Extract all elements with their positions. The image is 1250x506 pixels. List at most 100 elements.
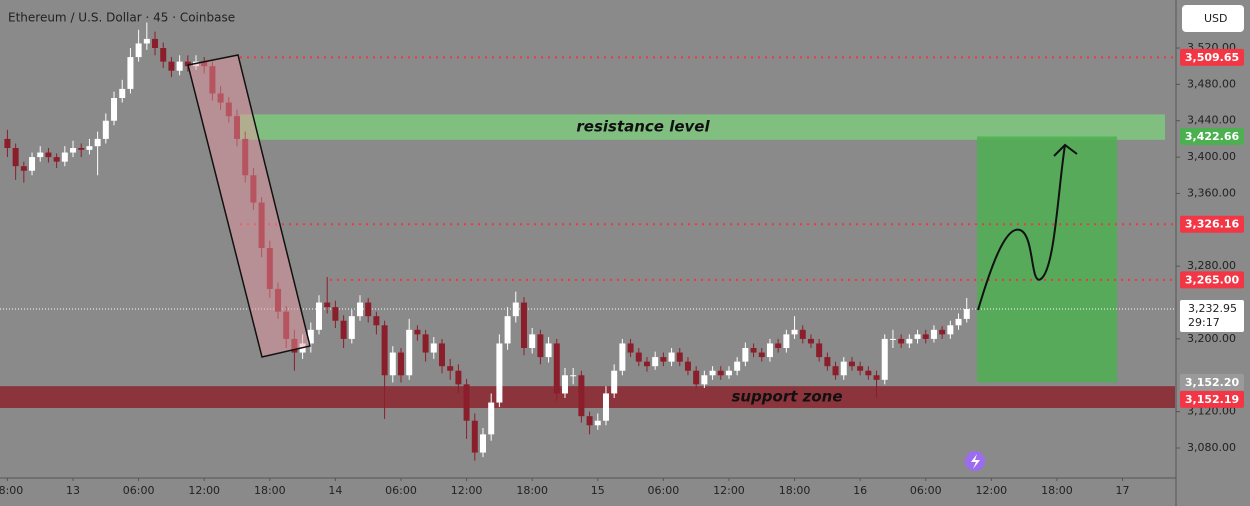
candle-body [578,375,585,417]
candle-body [463,384,470,421]
candle-body [225,102,232,117]
target-tag [1180,127,1244,145]
candle-body [20,166,27,171]
y-tick-label: 3,360.00 [1187,186,1236,199]
candle-body [266,248,273,289]
candle-body [45,152,52,158]
candle-body [750,348,757,353]
candle-body [832,366,839,376]
candle-body [78,148,85,150]
chart-title: Ethereum / U.S. Dollar · 45 · Coinbase [8,11,235,25]
candle-body [283,311,290,339]
x-tick-label: 13 [66,484,80,497]
candle-body [643,361,650,367]
candle-body [906,338,913,344]
candle-body [37,152,44,158]
currency-label[interactable]: USD [1204,12,1228,25]
candle-body [537,334,544,358]
candle-body [848,361,855,367]
candle-body [307,329,314,344]
zone [0,386,1175,408]
candle-body [922,334,929,339]
candle-body [742,348,749,362]
candle-body [504,316,511,344]
candle-body [176,61,183,71]
candle-body [488,402,495,435]
candle-body [127,57,134,89]
candle-body [389,352,396,376]
candle-body [152,38,159,48]
support-tag-label: 3,152.19 [1185,393,1239,406]
candle-body [627,343,634,353]
bolt [971,454,980,469]
candle-body [930,329,937,339]
candle-body [693,370,700,385]
candle-body [53,157,60,162]
candle-body [619,343,626,371]
candle-body [242,138,249,176]
candle-body [447,366,454,371]
candle-body [340,320,347,339]
candles [4,22,970,461]
x-tick-label: 06:00 [648,484,680,497]
y-tick-label: 3,080.00 [1187,441,1236,454]
candle-body [381,325,388,376]
x-tick-label: 12:00 [451,484,483,497]
candle-body [857,366,864,371]
level-tag-label: 3,326.16 [1185,218,1240,231]
candle-body [86,146,93,150]
candle-body [668,352,675,362]
x-tick-label: 12:00 [188,484,220,497]
candle-body [324,302,331,308]
candle-body [438,343,445,367]
candle-body [594,420,601,426]
candle-body [373,316,380,326]
candle-body [512,302,519,317]
y-tick-label: 3,280.00 [1187,259,1236,272]
candle-body [275,288,282,312]
candle-body [201,61,208,67]
candle-body [963,308,970,319]
candle-body [947,325,954,335]
entry-tag-label: 3,152.20 [1185,376,1240,389]
zone-label: resistance level [576,118,710,136]
candle-body [955,318,962,326]
candle-body [717,370,724,376]
candle-body [471,420,478,453]
candle-body [816,343,823,358]
candle-body [455,370,462,385]
candle-body [611,370,618,394]
candle-body [406,329,413,376]
candle-body [332,307,339,321]
level-tag [1180,271,1244,289]
candle-body [783,334,790,348]
x-tick-label: 18:00 [779,484,811,497]
candle-body [422,334,429,353]
candle-body [660,357,667,362]
target-tag-label: 3,422.66 [1185,130,1240,143]
zone [240,114,1165,140]
candle-body [414,329,421,335]
y-tick-label: 3,480.00 [1187,77,1236,90]
candle-body [684,361,691,371]
candle-body [725,370,732,376]
candle-body [807,338,814,344]
x-tick-label: 18:00 [1041,484,1073,497]
x-tick-label: 17 [1116,484,1130,497]
candle-body [160,48,167,62]
candle-body [586,416,593,426]
candle-body [865,370,872,376]
y-tick-label: 3,400.00 [1187,150,1236,163]
candle-body [168,61,175,71]
candle-body [70,148,77,153]
currency-button[interactable] [1182,5,1244,32]
x-tick-label: 18:00 [254,484,286,497]
x-tick-label: 06:00 [123,484,155,497]
candle-body [602,393,609,421]
candle-body [496,343,503,403]
candle-body [356,302,363,317]
candle-body [652,357,659,367]
